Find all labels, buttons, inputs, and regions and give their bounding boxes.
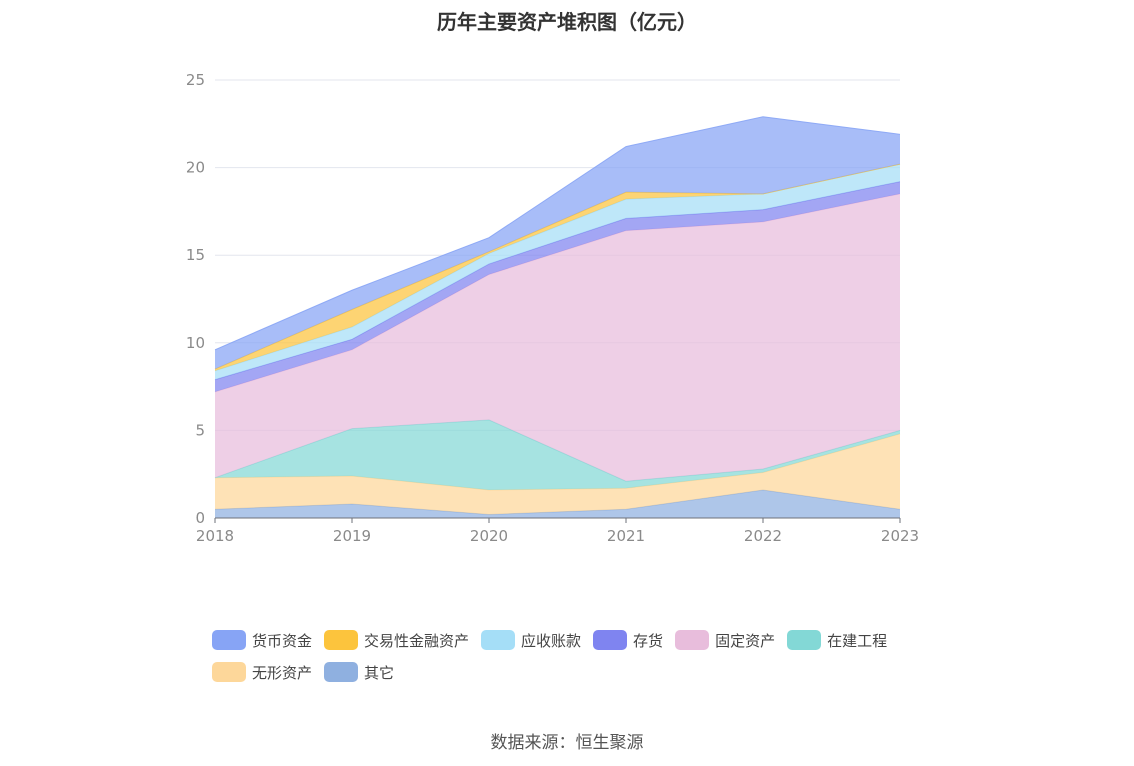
chart-legend: 货币资金 交易性金融资产 应收账款 存货 固定资产 在建工程无形资产 其它 <box>212 630 952 682</box>
y-tick-label: 5 <box>195 421 205 439</box>
legend-item[interactable]: 交易性金融资产 <box>324 630 469 650</box>
area-series <box>215 193 900 482</box>
y-tick-label: 15 <box>186 246 205 264</box>
chart-title: 历年主要资产堆积图（亿元） <box>437 10 697 34</box>
legend-swatch <box>593 630 628 650</box>
x-tick-label: 2020 <box>470 527 508 545</box>
y-tick-label: 0 <box>195 509 205 527</box>
x-tick-label: 2022 <box>744 527 782 545</box>
legend-label: 在建工程 <box>827 631 888 650</box>
x-tick-label: 2019 <box>333 527 371 545</box>
legend-swatch <box>212 662 246 682</box>
data-source-note: 数据来源：恒生聚源 <box>490 733 644 753</box>
legend-label: 存货 <box>633 631 664 650</box>
x-tick-label: 2018 <box>196 527 234 545</box>
stacked-area-chart: 0 5 10 15 20 25 2018 2019 2020 2021 2022 2023 <box>186 71 919 545</box>
x-tick-label: 2021 <box>607 527 645 545</box>
legend-item[interactable]: 其它 <box>324 662 394 682</box>
legend-item[interactable]: 无形资产 <box>212 662 312 682</box>
area-series <box>215 164 900 380</box>
legend-item[interactable]: 应收账款 <box>481 630 581 650</box>
legend-swatch <box>324 662 359 682</box>
legend-label: 应收账款 <box>521 631 582 650</box>
legend-swatch <box>787 630 822 650</box>
legend-swatch <box>481 630 516 650</box>
legend-label: 无形资产 <box>252 663 313 682</box>
legend-swatch <box>324 630 359 650</box>
area-series <box>215 181 900 392</box>
area-series <box>215 116 900 370</box>
legend-label: 交易性金融资产 <box>364 631 470 650</box>
area-series <box>215 489 900 518</box>
legend-swatch <box>212 630 246 650</box>
y-tick-label: 20 <box>186 159 205 177</box>
legend-item[interactable]: 货币资金 <box>212 630 312 650</box>
legend-swatch <box>675 630 710 650</box>
area-series <box>215 433 900 515</box>
y-tick-label: 25 <box>186 71 205 89</box>
legend-item[interactable]: 在建工程 <box>787 630 887 650</box>
legend-item[interactable]: 存货 <box>593 630 663 650</box>
legend-label: 其它 <box>364 663 395 682</box>
legend-item[interactable]: 固定资产 <box>675 630 775 650</box>
legend-label: 货币资金 <box>252 631 313 650</box>
x-tick-label: 2023 <box>881 527 919 545</box>
legend-label: 固定资产 <box>715 631 776 650</box>
area-series-edge <box>214 116 901 351</box>
y-tick-label: 10 <box>186 334 205 352</box>
